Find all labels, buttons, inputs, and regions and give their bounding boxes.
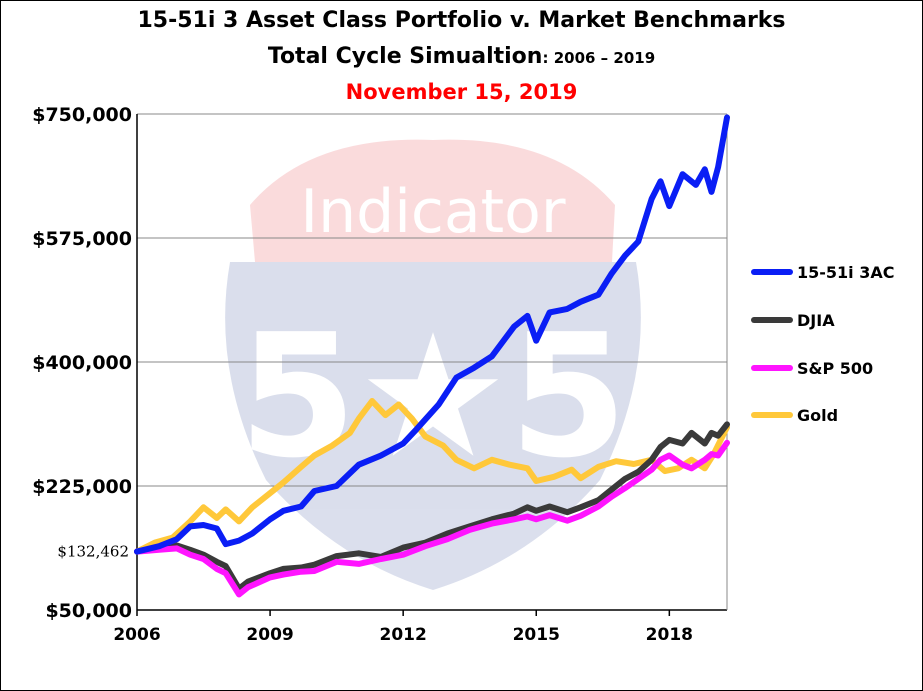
legend-label: DJIA: [797, 311, 835, 330]
y-tick-label: $400,000: [32, 352, 132, 374]
watermark-word: Indicator: [300, 177, 565, 247]
start-value-annotation: $132,462: [57, 543, 129, 561]
chart-date: November 15, 2019: [345, 80, 578, 104]
y-tick-label: $750,000: [32, 104, 132, 126]
series-line-gold: [134, 398, 730, 555]
annotations: $132,462: [57, 543, 129, 561]
legend-label: Gold: [797, 406, 838, 425]
chart-subtitle: Total Cycle Simualtion: 2006 – 2019: [0, 44, 923, 69]
subtitle-main: Total Cycle Simualtion: [267, 44, 543, 69]
y-tick-labels: $50,000 $225,000 $400,000 $575,000 $750,000: [32, 104, 132, 622]
subtitle-range: : 2006 – 2019: [542, 49, 656, 67]
x-tick-label: 2009: [246, 625, 293, 645]
series-line-djia: [134, 421, 730, 592]
series-line-15-51i-3ac: [134, 114, 730, 555]
legend-label: 15-51i 3AC: [797, 263, 894, 282]
series-line-s-p-500: [134, 439, 730, 598]
x-tick-labels: 2006 2009 2012 2015 2018: [113, 610, 693, 645]
series-lines: [134, 114, 730, 598]
legend: 15-51i 3AC DJIA S&P 500 Gold: [751, 263, 894, 425]
legend-label: S&P 500: [797, 359, 873, 378]
y-tick-label: $225,000: [32, 476, 132, 498]
y-tick-label: $575,000: [32, 228, 132, 250]
y-tick-label: $50,000: [45, 600, 132, 622]
x-tick-label: 2006: [113, 625, 160, 645]
x-tick-label: 2012: [380, 625, 427, 645]
axes: [136, 114, 728, 611]
x-tick-label: 2015: [513, 625, 560, 645]
chart-title: 15-51i 3 Asset Class Portfolio v. Market…: [137, 8, 786, 33]
x-tick-label: 2018: [646, 625, 693, 645]
